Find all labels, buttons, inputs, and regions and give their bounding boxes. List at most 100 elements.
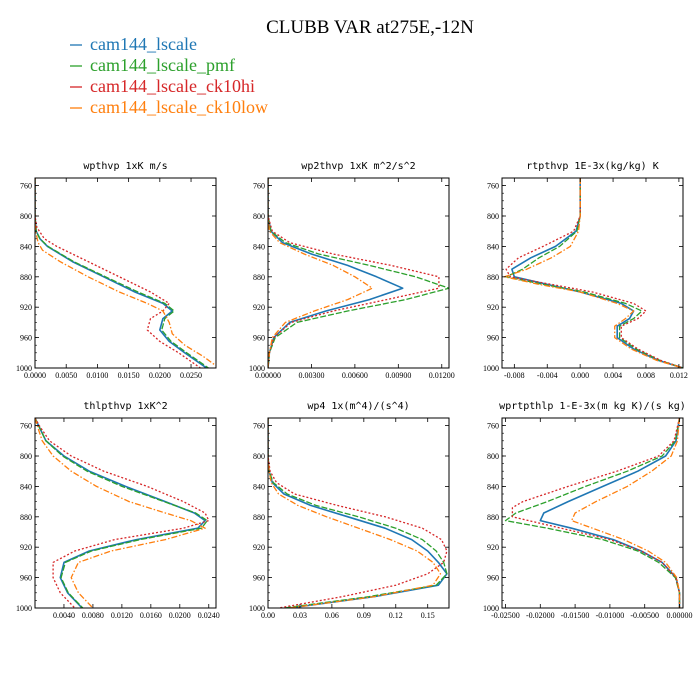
plot-frame [34, 417, 217, 609]
x-tick-label: 0.03 [293, 611, 307, 620]
panel-2: wp2thvp 1xK m^2/s^2 760 800 840 880 920 960 100… [249, 161, 455, 380]
series-line-cam144_lscale_ck10hi [511, 418, 681, 608]
panel-title: rtpthvp 1E-3x(kg/kg) K [526, 161, 658, 172]
x-tick-label: 0.00 [261, 611, 275, 620]
y-tick-label: 840 [20, 482, 32, 491]
x-tick-label: 0.00900 [385, 371, 411, 380]
panel-title: thlpthvp 1xK^2 [83, 401, 167, 412]
figure-title: CLUBB VAR at275E,-12N [266, 17, 474, 38]
series-line-cam144_lscale_ck10low [268, 418, 442, 608]
x-tick-label: 0.0040 [53, 611, 75, 620]
y-tick-label: 1000 [16, 604, 32, 613]
series-line-cam144_lscale_pmf [35, 178, 209, 368]
x-tick-label: 0.06 [325, 611, 339, 620]
series-line-cam144_lscale_ck10low [570, 418, 681, 608]
x-tick-label: -0.02500 [491, 611, 520, 620]
x-tick-label: 0.01200 [429, 371, 455, 380]
x-tick-label: 0.00000 [667, 611, 693, 620]
panel-6: wprtpthlp 1-E-3x(m kg K)/(s kg) 760 800 840… [483, 401, 693, 620]
y-tick-label: 920 [20, 543, 32, 552]
y-tick-label: 880 [20, 273, 32, 282]
y-tick-label: 920 [20, 303, 32, 312]
y-tick-label: 960 [253, 334, 265, 343]
series-line-cam144_lscale_ck10hi [35, 178, 201, 368]
x-tick-label: 0.09 [357, 611, 371, 620]
panel-3: rtpthvp 1E-3x(kg/kg) K 760 800 840 880 920 960… [483, 161, 688, 380]
y-tick-label: 880 [487, 513, 499, 522]
series-line-cam144_lscale_ck10hi [268, 178, 440, 368]
series-line-cam144_lscale_ck10low [268, 178, 373, 368]
y-tick-label: 840 [487, 482, 499, 491]
panel-1: wpthvp 1xK m/s76080084088092096010000.00… [16, 161, 217, 380]
x-tick-label: 0.15 [421, 611, 435, 620]
panels: wpthvp 1xK m/s76080084088092096010000.00… [16, 161, 693, 620]
y-tick-label: 800 [20, 452, 32, 461]
x-tick-label: 0.0080 [82, 611, 104, 620]
y-tick-label: 920 [253, 303, 265, 312]
x-tick-label: 0.0240 [198, 611, 220, 620]
y-tick-label: 960 [20, 574, 32, 583]
x-tick-label: 0.0160 [140, 611, 162, 620]
plot-frame [501, 417, 684, 609]
plot-frame [501, 177, 684, 369]
series-line-cam144_lscale_ck10hi [35, 418, 210, 608]
legend-label-cam144_lscale_pmf: cam144_lscale_pmf [90, 55, 235, 75]
series-group [503, 178, 683, 368]
y-tick-label: 880 [487, 273, 499, 282]
y-tick-label: 1000 [249, 364, 265, 373]
x-tick-label: 0.00300 [298, 371, 324, 380]
series-group [268, 418, 448, 608]
series-line-cam144_lscale_pmf [35, 418, 208, 608]
y-tick-label: 840 [487, 242, 499, 251]
y-tick-label: 840 [20, 242, 32, 251]
y-tick-label: 880 [253, 513, 265, 522]
y-tick-label: 1000 [16, 364, 32, 373]
x-tick-label: 0.012 [670, 371, 688, 380]
legend-label-cam144_lscale: cam144_lscale [90, 34, 197, 54]
y-tick-label: 920 [487, 543, 499, 552]
x-tick-label: -0.01500 [561, 611, 590, 620]
y-tick-label: 760 [487, 422, 499, 431]
y-tick-label: 800 [253, 452, 265, 461]
series-line-cam144_lscale_ck10hi [505, 178, 683, 368]
panel-title: wp2thvp 1xK m^2/s^2 [301, 161, 415, 172]
x-tick-label: 0.0200 [169, 611, 191, 620]
series-line-cam144_lscale_ck10low [35, 178, 216, 367]
y-tick-label: 760 [20, 182, 32, 191]
x-tick-label: 0.00600 [342, 371, 368, 380]
plot-frame [267, 177, 450, 369]
x-tick-label: 0.0150 [118, 371, 140, 380]
y-tick-label: 800 [487, 212, 499, 221]
series-line-cam144_lscale_pmf [505, 178, 683, 368]
y-tick-label: 960 [487, 334, 499, 343]
y-tick-label: 920 [253, 543, 265, 552]
y-tick-label: 800 [253, 212, 265, 221]
series-group [268, 178, 449, 368]
series-group [35, 418, 210, 608]
y-tick-label: 1000 [483, 604, 499, 613]
y-tick-label: 760 [253, 182, 265, 191]
y-tick-label: 800 [487, 452, 499, 461]
x-tick-label: -0.01000 [596, 611, 625, 620]
x-tick-label: 0.0250 [180, 371, 202, 380]
panel-title: wprtpthlp 1-E-3x(m kg K)/(s kg) [499, 401, 686, 412]
y-tick-label: 960 [20, 334, 32, 343]
y-tick-label: 1000 [249, 604, 265, 613]
y-tick-label: 960 [487, 574, 499, 583]
x-tick-label: 0.0100 [86, 371, 108, 380]
x-tick-label: -0.00500 [630, 611, 659, 620]
plot-frame [34, 177, 217, 369]
x-tick-label: 0.12 [389, 611, 403, 620]
x-tick-label: 0.0000 [24, 371, 46, 380]
x-tick-label: 0.004 [604, 371, 622, 380]
y-tick-label: 760 [487, 182, 499, 191]
x-tick-label: 0.000 [571, 371, 589, 380]
legend-label-cam144_lscale_ck10low: cam144_lscale_ck10low [90, 97, 268, 117]
y-tick-label: 840 [253, 482, 265, 491]
y-tick-label: 1000 [483, 364, 499, 373]
series-group [35, 178, 216, 368]
y-tick-label: 800 [20, 212, 32, 221]
series-line-cam144_lscale_ck10hi [268, 418, 448, 608]
